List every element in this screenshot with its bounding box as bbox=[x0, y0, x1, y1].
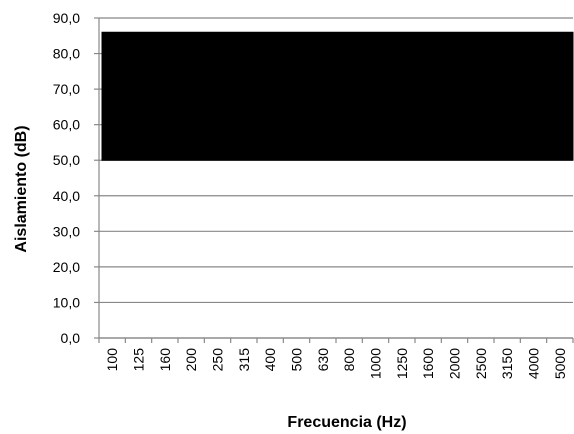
y-tick-label: 80,0 bbox=[53, 46, 80, 62]
x-tick-label: 250 bbox=[210, 348, 226, 372]
x-tick-label: 3150 bbox=[499, 348, 515, 379]
x-tick-label: 1000 bbox=[368, 348, 384, 379]
y-tick-label: 50,0 bbox=[53, 152, 80, 168]
x-tick-label: 125 bbox=[131, 348, 147, 372]
area-series bbox=[101, 31, 574, 161]
x-tick-label: 4000 bbox=[526, 348, 542, 379]
y-tick-labels: 0,0 10,0 20,0 30,0 40,0 50,0 60,0 70,0 80,0 90,0 bbox=[53, 10, 80, 346]
axes bbox=[94, 17, 574, 343]
y-tick-label: 40,0 bbox=[53, 188, 80, 204]
x-tick-label: 1250 bbox=[394, 348, 410, 379]
y-tick-label: 70,0 bbox=[53, 81, 80, 97]
x-tick-label: 2500 bbox=[473, 348, 489, 379]
x-tick-label: 5000 bbox=[552, 348, 568, 379]
y-tick-label: 30,0 bbox=[53, 223, 80, 239]
y-tick-label: 0,0 bbox=[61, 330, 81, 346]
x-tick-label: 100 bbox=[104, 348, 120, 372]
y-tick-label: 20,0 bbox=[53, 259, 80, 275]
x-tick-label: 200 bbox=[183, 348, 199, 372]
x-tick-label: 1600 bbox=[420, 348, 436, 379]
x-tick-label: 630 bbox=[315, 348, 331, 372]
y-axis-title: Aislamiento (dB) bbox=[13, 125, 30, 252]
x-tick-label: 315 bbox=[236, 348, 252, 372]
y-tick-label: 10,0 bbox=[53, 294, 80, 310]
x-tick-label: 500 bbox=[289, 348, 305, 372]
y-tick-label: 90,0 bbox=[53, 10, 80, 26]
x-tick-label: 800 bbox=[341, 348, 357, 372]
x-axis-title: Frecuencia (Hz) bbox=[287, 414, 406, 431]
x-tick-label: 400 bbox=[262, 348, 278, 372]
x-tick-label: 160 bbox=[157, 348, 173, 372]
y-tick-label: 60,0 bbox=[53, 117, 80, 133]
x-tick-labels: 100 125 160 200 250 315 400 500 630 800 1000 1250 16… bbox=[104, 348, 568, 379]
area-band bbox=[101, 31, 574, 161]
x-tick-label: 2000 bbox=[447, 348, 463, 379]
